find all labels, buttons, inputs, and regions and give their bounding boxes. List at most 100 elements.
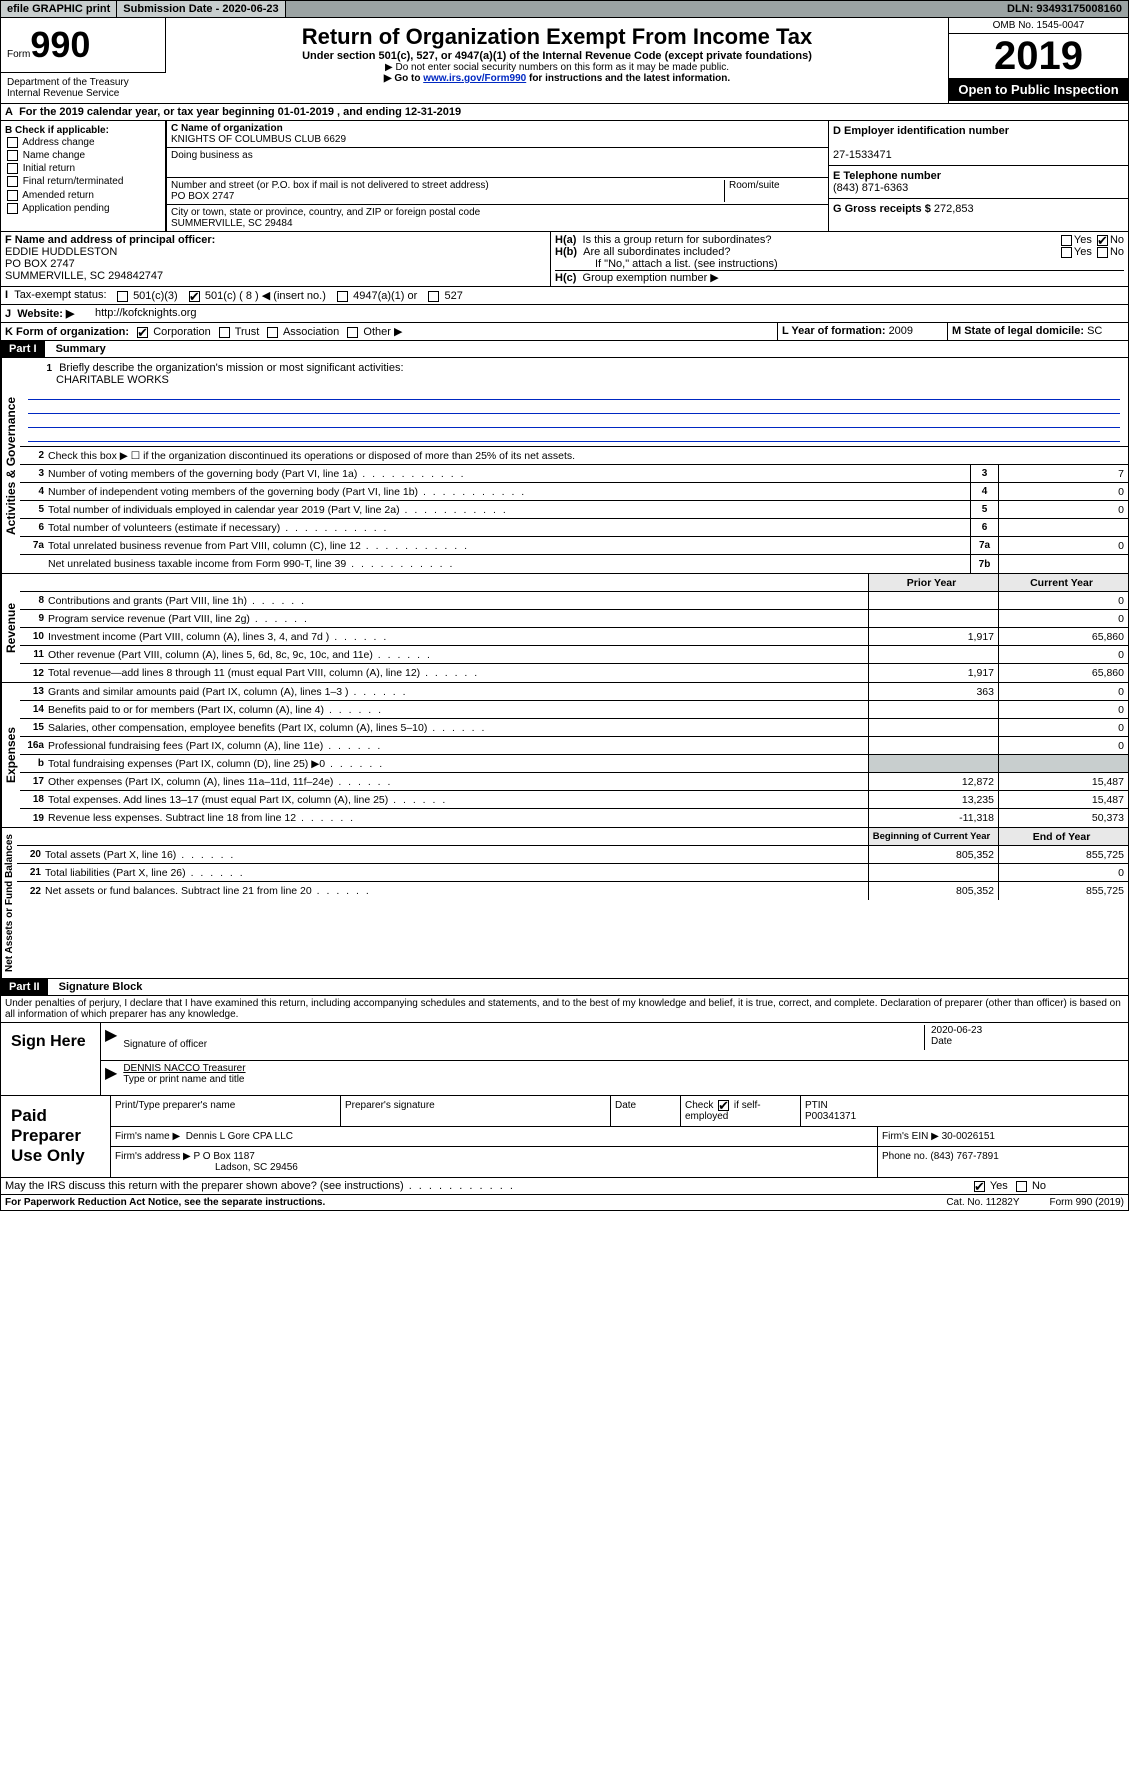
- website-value: http://kofcknights.org: [95, 307, 197, 319]
- summary-line: 12Total revenue—add lines 8 through 11 (…: [20, 664, 1128, 682]
- summary-line: 6Total number of volunteers (estimate if…: [20, 519, 1128, 537]
- check-trust[interactable]: [219, 327, 230, 338]
- expenses-block: Expenses 13Grants and similar amounts pa…: [0, 683, 1129, 828]
- discuss-row: May the IRS discuss this return with the…: [0, 1178, 1129, 1195]
- period-end: 12-31-2019: [405, 106, 461, 118]
- discuss-yes[interactable]: [974, 1181, 985, 1192]
- cat-no: Cat. No. 11282Y: [946, 1197, 1019, 1208]
- check-other[interactable]: [347, 327, 358, 338]
- declaration-text: Under penalties of perjury, I declare th…: [1, 996, 1128, 1022]
- box-b-label: B Check if applicable:: [5, 125, 161, 136]
- check-501c3[interactable]: [117, 291, 128, 302]
- tax-year: 2019: [949, 34, 1128, 78]
- discuss-no[interactable]: [1016, 1181, 1027, 1192]
- submission-date-label: Submission Date -: [123, 3, 222, 15]
- summary-line: 7aTotal unrelated business revenue from …: [20, 537, 1128, 555]
- hb-text: Are all subordinates included?: [583, 246, 730, 258]
- check-corp[interactable]: [137, 327, 148, 338]
- vert-governance: Activities & Governance: [1, 358, 20, 573]
- org-name: KNIGHTS OF COLUMBUS CLUB 6629: [171, 134, 346, 145]
- check-assoc[interactable]: [267, 327, 278, 338]
- privacy-note: ▶ Do not enter social security numbers o…: [172, 62, 942, 73]
- ptin-label: PTIN: [805, 1100, 828, 1111]
- check-501c[interactable]: [189, 291, 200, 302]
- summary-line: 14Benefits paid to or for members (Part …: [20, 701, 1128, 719]
- part-ii-title: Signature Block: [51, 979, 151, 995]
- part-i-title: Summary: [48, 341, 114, 357]
- firm-ein: 30-0026151: [942, 1131, 995, 1142]
- col-eoy: End of Year: [998, 828, 1128, 845]
- gross-receipts-value: 272,853: [934, 203, 974, 215]
- summary-line: 21Total liabilities (Part X, line 26)0: [17, 864, 1128, 882]
- ptin-value: P00341371: [805, 1111, 856, 1122]
- q1-label: Briefly describe the organization's miss…: [59, 362, 403, 374]
- declaration: Under penalties of perjury, I declare th…: [0, 996, 1129, 1023]
- note2-pre: ▶ Go to: [384, 73, 423, 84]
- omb-number: OMB No. 1545-0047: [949, 18, 1128, 34]
- sign-date-label: Date: [931, 1036, 952, 1047]
- address-value: PO BOX 2747: [171, 191, 234, 202]
- check-address-change[interactable]: Address change: [5, 136, 161, 149]
- gross-receipts-label: G Gross receipts $: [833, 203, 934, 215]
- top-bar: efile GRAPHIC print Submission Date - 20…: [0, 0, 1129, 18]
- instructions-link[interactable]: www.irs.gov/Form990: [423, 73, 526, 84]
- check-self-employed[interactable]: [718, 1100, 729, 1111]
- check-app-pending[interactable]: Application pending: [5, 202, 161, 215]
- right-column: D Employer identification number 27-1533…: [828, 121, 1128, 231]
- summary-line: 16aProfessional fundraising fees (Part I…: [20, 737, 1128, 755]
- address-label: Number and street (or P.O. box if mail i…: [171, 180, 489, 191]
- summary-line: 9Program service revenue (Part VIII, lin…: [20, 610, 1128, 628]
- submission-date: Submission Date - 2020-06-23: [117, 1, 285, 17]
- sig-officer-label: Signature of officer: [123, 1039, 207, 1050]
- firm-name: Dennis L Gore CPA LLC: [186, 1131, 293, 1142]
- efile-print-button[interactable]: efile GRAPHIC print: [1, 1, 117, 17]
- discuss-text: May the IRS discuss this return with the…: [5, 1180, 515, 1192]
- room-label: Room/suite: [729, 180, 780, 191]
- box-m-label: M State of legal domicile:: [952, 325, 1087, 337]
- check-527[interactable]: [428, 291, 439, 302]
- firm-addr1: P O Box 1187: [194, 1151, 255, 1162]
- check-4947[interactable]: [337, 291, 348, 302]
- form-label-pre: Form: [7, 49, 30, 60]
- box-l-label: L Year of formation:: [782, 325, 889, 337]
- check-name-change[interactable]: Name change: [5, 149, 161, 162]
- signer-name-label: Type or print name and title: [123, 1074, 244, 1085]
- note2-post: for instructions and the latest informat…: [526, 73, 730, 84]
- part-i-num: Part I: [1, 341, 45, 357]
- dln: DLN: 93493175008160: [1001, 1, 1128, 17]
- prep-name-label: Print/Type preparer's name: [111, 1096, 341, 1126]
- website-row: J Website: ▶ http://kofcknights.org: [0, 305, 1129, 323]
- form-number-block: Form990: [1, 18, 166, 72]
- officer-addr2: SUMMERVILLE, SC 294842747: [5, 270, 163, 282]
- website-label: Website: ▶: [17, 308, 74, 320]
- prep-check-pre: Check: [685, 1100, 713, 1111]
- summary-line: 15Salaries, other compensation, employee…: [20, 719, 1128, 737]
- form-number: 990: [30, 24, 90, 65]
- ein-value: 27-1533471: [833, 149, 892, 161]
- ein-label: D Employer identification number: [833, 125, 1009, 137]
- summary-line: 18Total expenses. Add lines 13–17 (must …: [20, 791, 1128, 809]
- signer-name: DENNIS NACCO Treasurer: [123, 1063, 245, 1074]
- hc-text: Group exemption number ▶: [583, 272, 719, 284]
- box-m-value: SC: [1087, 325, 1102, 337]
- check-final-return[interactable]: Final return/terminated: [5, 175, 161, 188]
- officer-group-row: F Name and address of principal officer:…: [0, 232, 1129, 287]
- summary-line: 3Number of voting members of the governi…: [20, 465, 1128, 483]
- submission-date-value: 2020-06-23: [222, 3, 278, 15]
- governance-block: Activities & Governance 1 Briefly descri…: [0, 358, 1129, 574]
- q2-text: Check this box ▶ ☐ if the organization d…: [48, 448, 1128, 464]
- arrow-icon: ▶: [105, 1063, 117, 1085]
- period-begin: 01-01-2019: [278, 106, 334, 118]
- part-ii-num: Part II: [1, 979, 48, 995]
- check-initial-return[interactable]: Initial return: [5, 162, 161, 175]
- form-header: Form990 Department of the Treasury Inter…: [0, 18, 1129, 104]
- sign-here-label: Sign Here: [1, 1023, 101, 1095]
- box-l-value: 2009: [889, 325, 913, 337]
- open-to-public: Open to Public Inspection: [949, 78, 1128, 101]
- summary-line: 11Other revenue (Part VIII, column (A), …: [20, 646, 1128, 664]
- form-title: Return of Organization Exempt From Incom…: [172, 24, 942, 50]
- tax-exempt-row: I Tax-exempt status: 501(c)(3) 501(c) ( …: [0, 287, 1129, 305]
- phone-label: E Telephone number: [833, 170, 941, 182]
- check-amended[interactable]: Amended return: [5, 189, 161, 202]
- dba-label: Doing business as: [171, 150, 253, 161]
